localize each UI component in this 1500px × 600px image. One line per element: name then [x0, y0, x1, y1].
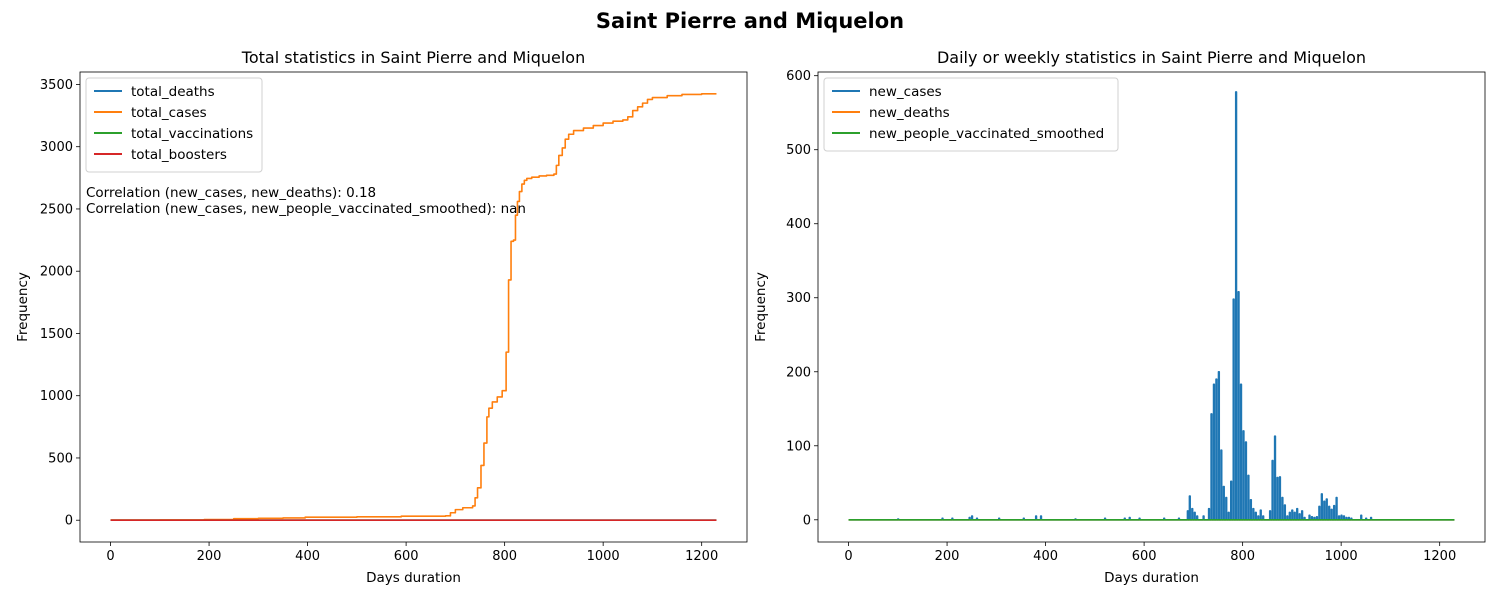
- y-tick-label: 2500: [40, 202, 73, 217]
- legend-box: [823, 77, 1119, 152]
- y-tick-label: 500: [48, 451, 73, 466]
- series-total-cases-line: [110, 92, 717, 521]
- x-tick-label: 0: [844, 549, 852, 564]
- y-tick-label: 200: [786, 365, 811, 380]
- plot-area: [110, 92, 717, 522]
- y-tick-label: 100: [786, 439, 811, 454]
- y-tick-label: 1000: [40, 389, 73, 404]
- y-tick-label: 400: [786, 217, 811, 232]
- x-tick-label: 0: [106, 549, 114, 564]
- correlation-annotation: Correlation (new_cases, new_deaths): 0.1…: [86, 185, 376, 201]
- legend-label: new_cases: [869, 84, 942, 100]
- x-tick-label: 1200: [685, 549, 718, 564]
- x-tick-label: 1000: [1325, 549, 1358, 564]
- legend-label: new_people_vaccinated_smoothed: [869, 126, 1104, 142]
- x-tick-label: 1000: [587, 549, 620, 564]
- legend-label: total_cases: [131, 105, 207, 121]
- y-tick-label: 3500: [40, 78, 73, 93]
- chart-title: Total statistics in Saint Pierre and Miq…: [241, 48, 585, 67]
- y-axis-label: Frequency: [15, 272, 31, 342]
- x-axis-label: Days duration: [1104, 570, 1199, 586]
- figure-title: Saint Pierre and Miquelon: [596, 9, 904, 33]
- y-tick-label: 0: [65, 514, 73, 529]
- chart-title: Daily or weekly statistics in Saint Pier…: [937, 48, 1366, 67]
- y-axis-label: Frequency: [753, 272, 769, 342]
- correlation-annotation: Correlation (new_cases, new_people_vacci…: [86, 201, 526, 217]
- x-axis-label: Days duration: [366, 570, 461, 586]
- axes-frame: [817, 71, 1486, 543]
- x-tick-label: 200: [197, 549, 222, 564]
- y-tick-label: 1500: [40, 327, 73, 342]
- x-tick-label: 1200: [1423, 549, 1456, 564]
- daily-statistics-axes: Daily or weekly statistics in Saint Pier…: [753, 48, 1486, 586]
- axes-frame: [79, 71, 748, 543]
- x-tick-label: 800: [1230, 549, 1255, 564]
- plot-area: [848, 91, 1455, 521]
- legend-label: total_deaths: [131, 84, 215, 100]
- x-tick-label: 600: [1132, 549, 1157, 564]
- x-tick-label: 400: [295, 549, 320, 564]
- legend-label: new_deaths: [869, 105, 950, 121]
- x-tick-label: 600: [394, 549, 419, 564]
- y-tick-label: 300: [786, 291, 811, 306]
- series-new-cases-line: [848, 91, 1455, 521]
- y-tick-label: 3000: [40, 140, 73, 155]
- x-tick-label: 400: [1033, 549, 1058, 564]
- y-tick-label: 500: [786, 143, 811, 158]
- total-statistics-axes: Total statistics in Saint Pierre and Miq…: [15, 48, 748, 586]
- x-tick-label: 200: [935, 549, 960, 564]
- legend-label: total_boosters: [131, 147, 227, 163]
- legend-label: total_vaccinations: [131, 126, 253, 142]
- legend-box: [85, 77, 263, 173]
- y-tick-label: 0: [803, 513, 811, 528]
- y-tick-label: 2000: [40, 265, 73, 280]
- x-tick-label: 800: [492, 549, 517, 564]
- y-tick-label: 600: [786, 69, 811, 84]
